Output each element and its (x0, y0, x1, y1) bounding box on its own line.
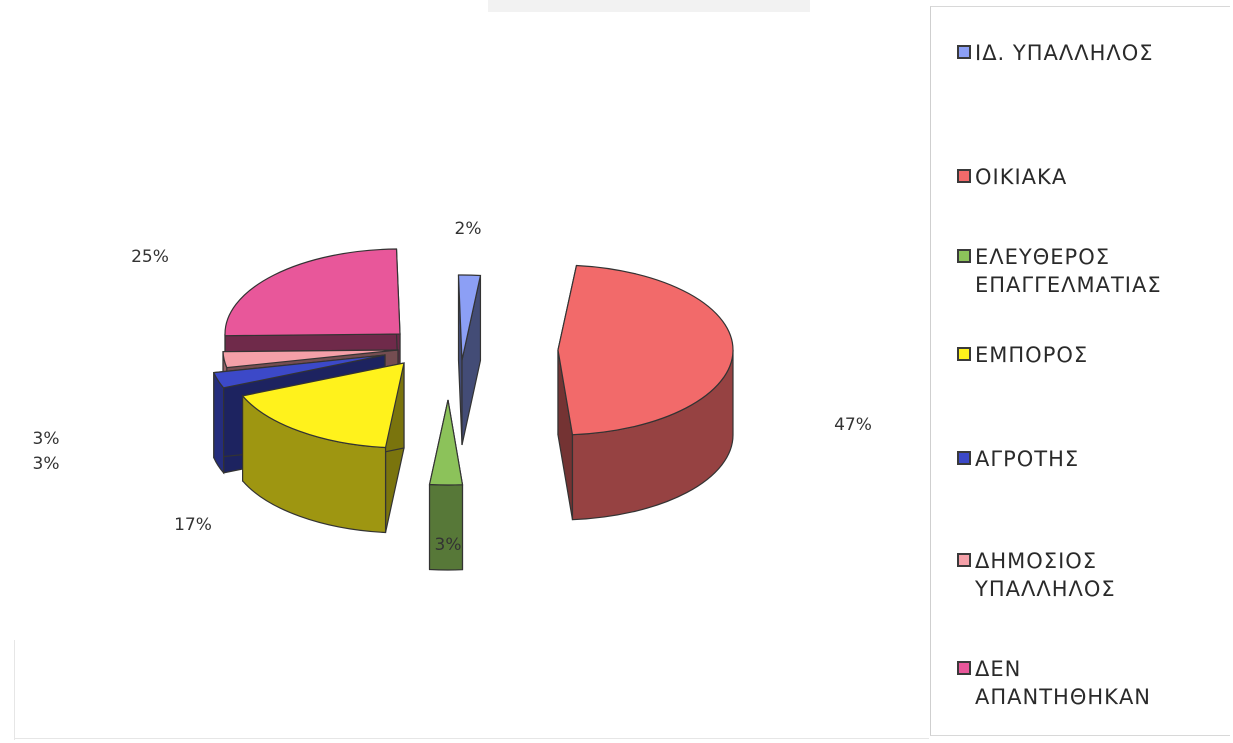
pie-slice-top (557, 264, 734, 436)
pie-slice-top (224, 248, 401, 337)
legend-label: ΙΔ. ΥΠΑΛΛΗΛΟΣ (975, 41, 1154, 65)
pie-chart-area: 2% 47% 3% 17% 3% 3% 25% (33, 219, 872, 571)
frame-edge (14, 738, 929, 739)
legend-swatch (957, 661, 971, 675)
pie-slice-side (213, 372, 225, 475)
data-label: 47% (834, 415, 872, 435)
data-label: 3% (33, 454, 60, 474)
data-label: 17% (174, 515, 212, 535)
pie-slice-top (212, 354, 386, 389)
pie-slice-top (457, 274, 482, 361)
legend-swatch (957, 169, 971, 183)
data-label: 25% (131, 247, 169, 267)
legend-item: ΔΗΜΟΣΙΟΣ ΥΠΑΛΛΗΛΟΣ (957, 547, 1227, 603)
frame-edge (14, 640, 15, 740)
data-label: 3% (435, 535, 462, 555)
legend-swatch (957, 45, 971, 59)
pie-slice (557, 264, 734, 521)
data-label: 3% (33, 429, 60, 449)
legend-item: ΙΔ. ΥΠΑΛΛΗΛΟΣ (957, 39, 1227, 67)
legend-item: ΕΜΠΟΡΟΣ (957, 341, 1227, 369)
legend-label: ΑΓΡΟΤΗΣ (975, 447, 1080, 471)
legend-item: ΔΕΝ ΑΠΑΝΤΗΘΗΚΑΝ (957, 655, 1227, 711)
pie-slice-top (222, 349, 399, 369)
legend-label: ΔΕΝ ΑΠΑΝΤΗΘΗΚΑΝ (975, 657, 1152, 709)
legend-item: ΟΙΚΙΑΚΑ (957, 163, 1227, 191)
legend-item: ΕΛΕΥΘΕΡΟΣ ΕΠΑΓΓΕΛΜΑΤΙΑΣ (957, 243, 1227, 299)
pie-slice-top (428, 399, 464, 486)
scan-artifact (488, 0, 810, 12)
legend-label: ΔΗΜΟΣΙΟΣ ΥΠΑΛΛΗΛΟΣ (975, 549, 1116, 601)
pie-slice (428, 399, 464, 571)
legend-label: ΕΜΠΟΡΟΣ (975, 343, 1089, 367)
legend-label: ΕΛΕΥΘΕΡΟΣ ΕΠΑΓΓΕΛΜΑΤΙΑΣ (975, 245, 1162, 297)
pie-chart: 2% 47% 3% 17% 3% 3% 25% (33, 219, 872, 571)
legend-swatch (957, 553, 971, 567)
legend-item: ΑΓΡΟΤΗΣ (957, 445, 1227, 473)
pie-slice (457, 274, 482, 446)
legend-swatch (957, 347, 971, 361)
data-label: 2% (455, 219, 482, 239)
legend-swatch (957, 249, 971, 263)
pie-slice-top (241, 362, 405, 449)
pie-slice (241, 362, 405, 534)
legend-label: ΟΙΚΙΑΚΑ (975, 165, 1068, 189)
legend-swatch (957, 451, 971, 465)
chart-legend: ΙΔ. ΥΠΑΛΛΗΛΟΣ ΟΙΚΙΑΚΑ ΕΛΕΥΘΕΡΟΣ ΕΠΑΓΓΕΛΜΑΤ… (930, 6, 1230, 736)
pie-slice-side (428, 483, 464, 571)
